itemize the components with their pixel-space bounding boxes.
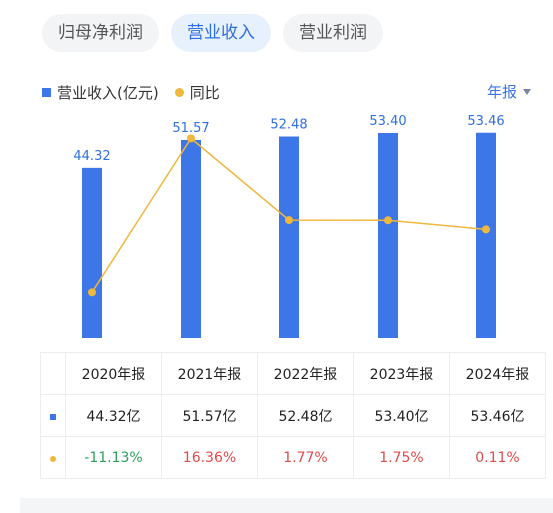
bar-value-label: 44.32 — [73, 149, 110, 164]
chart-legend: 营业收入(亿元) 同比 — [42, 82, 220, 103]
yoy-point — [482, 225, 490, 234]
table-row-yoy: -11.13% 16.36% 1.77% 1.75% 0.11% — [40, 436, 546, 479]
table-corner — [40, 352, 66, 395]
line-legend-label: 同比 — [189, 84, 220, 102]
table-header-cell: 2020年报 — [65, 352, 162, 395]
revenue-bar — [378, 132, 398, 338]
table-cell: 44.32亿 — [65, 394, 162, 437]
revenue-bar — [181, 140, 201, 338]
bar-value-label: 52.48 — [270, 118, 307, 133]
revenue-bar — [476, 132, 496, 338]
table-cell: 0.11% — [449, 436, 546, 479]
table-cell: 1.75% — [353, 436, 450, 479]
table-header-row: 2020年报 2021年报 2022年报 2023年报 2024年报 — [40, 352, 546, 395]
data-table: 2020年报 2021年报 2022年报 2023年报 2024年报 44.32… — [40, 352, 546, 479]
table-row-revenue: 44.32亿 51.57亿 52.48亿 53.40亿 53.46亿 — [40, 394, 546, 437]
bar-value-label: 53.46 — [467, 114, 504, 129]
period-dropdown[interactable]: 年报 — [487, 81, 531, 102]
revenue-chart: 44.32 51.57 52.48 53.40 53.46 — [73, 114, 505, 338]
table-cell: 1.77% — [257, 436, 354, 479]
bar-legend-swatch — [42, 88, 51, 97]
metric-tabs: 归母净利润 营业收入 营业利润 — [42, 14, 383, 52]
footer-strip — [20, 498, 553, 513]
yoy-point — [285, 216, 293, 225]
table-header-cell: 2024年报 — [449, 352, 546, 395]
revenue-row-marker — [40, 394, 66, 437]
bar-legend-label: 营业收入(亿元) — [57, 84, 159, 102]
table-cell: 53.46亿 — [449, 394, 546, 437]
table-cell: 51.57亿 — [161, 394, 258, 437]
table-cell: -11.13% — [65, 436, 162, 479]
table-cell: 53.40亿 — [353, 394, 450, 437]
tab-operating-profit[interactable]: 营业利润 — [283, 14, 383, 52]
period-label: 年报 — [486, 83, 517, 101]
tab-revenue[interactable]: 营业收入 — [171, 14, 271, 52]
table-header-cell: 2021年报 — [161, 352, 258, 395]
line-series-marker-icon — [50, 455, 56, 462]
revenue-bar — [82, 167, 102, 338]
table-cell: 16.36% — [161, 436, 258, 479]
yoy-point — [384, 216, 392, 225]
yoy-point — [88, 288, 96, 297]
tab-net-profit[interactable]: 归母净利润 — [42, 14, 159, 52]
caret-down-icon — [523, 88, 531, 95]
bar-value-label: 51.57 — [172, 121, 209, 136]
yoy-row-marker — [40, 436, 66, 479]
table-header-cell: 2023年报 — [353, 352, 450, 395]
table-cell: 52.48亿 — [257, 394, 354, 437]
bar-series-marker-icon — [50, 413, 56, 420]
table-header-cell: 2022年报 — [257, 352, 354, 395]
line-legend-swatch — [174, 88, 184, 97]
bar-value-label: 53.40 — [369, 114, 406, 129]
revenue-bar — [279, 136, 299, 338]
yoy-point — [187, 134, 195, 143]
